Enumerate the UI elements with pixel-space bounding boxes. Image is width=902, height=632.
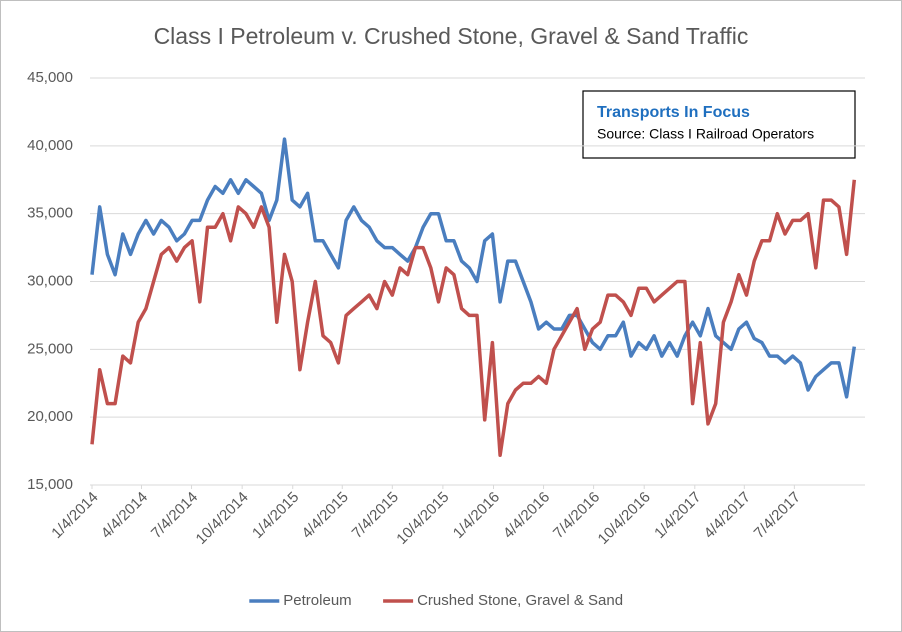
info-source: Source: Class I Railroad Operators: [597, 126, 814, 142]
chart-title: Class I Petroleum v. Crushed Stone, Grav…: [154, 23, 749, 49]
series-line: [90, 137, 857, 399]
y-tick-label: 30,000: [27, 272, 73, 289]
y-tick-label: 25,000: [27, 340, 73, 357]
info-title: Transports In Focus: [597, 104, 750, 121]
info-box: [582, 90, 856, 159]
y-tick-label: 15,000: [27, 476, 73, 493]
series-line: [90, 179, 857, 457]
legend-label: Petroleum: [283, 592, 351, 609]
y-tick-label: 20,000: [27, 408, 73, 425]
y-tick-label: 45,000: [27, 69, 73, 86]
y-tick-label: 35,000: [27, 205, 73, 222]
legend-label: Crushed Stone, Gravel & Sand: [417, 592, 623, 609]
y-tick-label: 40,000: [27, 137, 73, 154]
